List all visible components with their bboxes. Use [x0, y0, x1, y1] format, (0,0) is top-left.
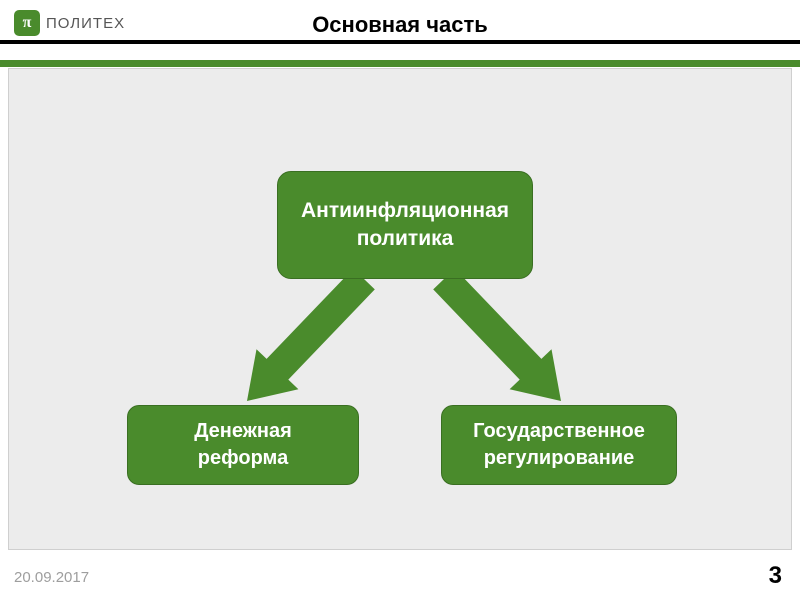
accent-line — [0, 60, 800, 67]
page-number: 3 — [769, 562, 782, 590]
node-line2: реформа — [198, 445, 288, 472]
logo-label: ПОЛИТЕХ — [46, 15, 125, 32]
node-line1: Антиинфляционная — [301, 197, 509, 225]
node-line2: политика — [357, 225, 454, 253]
diagram-node-right: Государственноерегулирование — [441, 405, 677, 485]
diagram-node-root: Антиинфляционнаяполитика — [277, 171, 533, 279]
slide-body: Антиинфляционнаяполитика Денежнаяреформа Г… — [8, 68, 792, 550]
logo-mark: π — [14, 10, 40, 36]
node-line2: регулирование — [484, 445, 635, 472]
header-rule — [0, 40, 800, 44]
footer-date: 20.09.2017 — [14, 569, 89, 586]
diagram-edge — [433, 269, 561, 401]
diagram-edge — [247, 269, 375, 401]
logo: π ПОЛИТЕХ — [14, 10, 125, 36]
node-line1: Денежная — [194, 418, 292, 445]
diagram-node-left: Денежнаяреформа — [127, 405, 359, 485]
node-line1: Государственное — [473, 418, 645, 445]
